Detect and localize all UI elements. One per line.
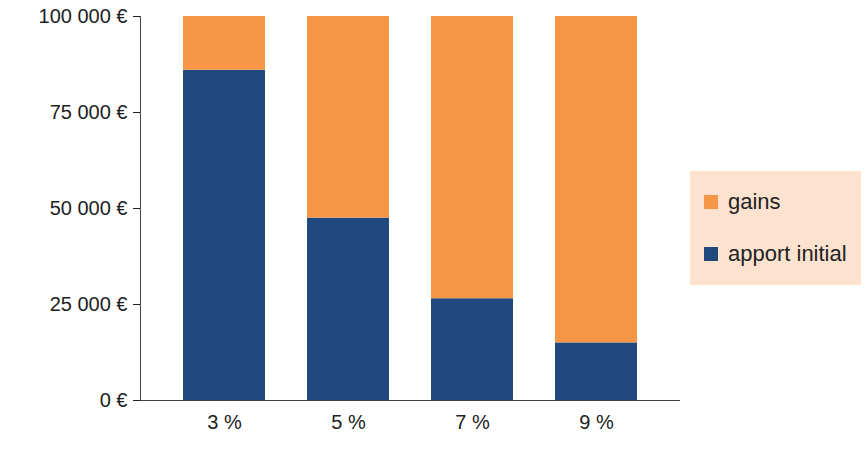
svg-text:75 000 €: 75 000 €: [50, 101, 128, 123]
html-text:gains: gains: [728, 189, 781, 214]
svg-text:7 %: 7 %: [455, 411, 490, 433]
svg-text:5 %: 5 %: [331, 411, 366, 433]
svg-text:9 %: 9 %: [579, 411, 614, 433]
svg-text:50 000 €: 50 000 €: [50, 197, 128, 219]
svg-text:25 000 €: 25 000 €: [50, 293, 128, 315]
svg-text:0 €: 0 €: [100, 389, 128, 411]
svg-text:100 000 €: 100 000 €: [39, 5, 128, 27]
svg-text:3 %: 3 %: [207, 411, 242, 433]
html-text:apport initial: apport initial: [728, 241, 847, 266]
